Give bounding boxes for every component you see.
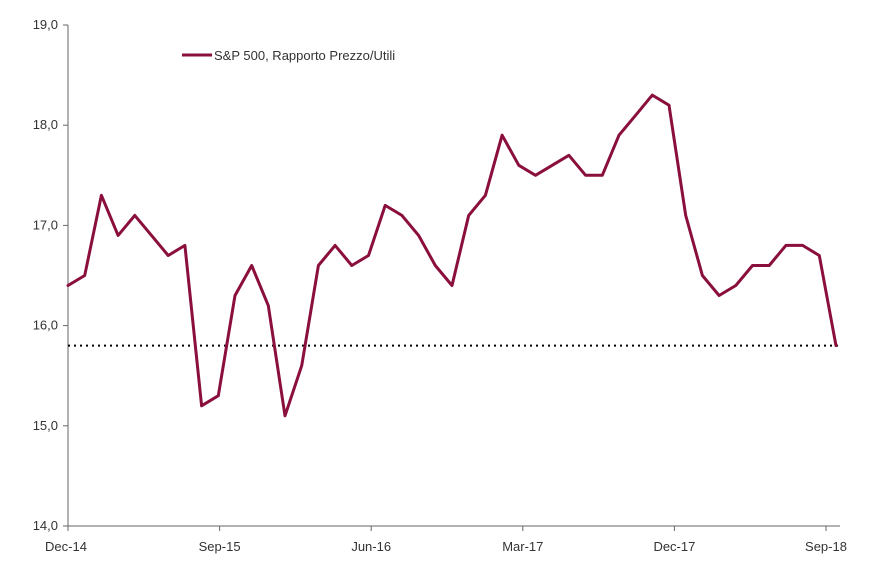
x-axis: Dec-14 Sep-15 Jun-16 Mar-17 Dec-17 Sep-18: [45, 525, 847, 554]
y-tick-label: 18,0: [33, 117, 58, 132]
legend: S&P 500, Rapporto Prezzo/Utili: [182, 48, 395, 63]
x-tick-label: Jun-16: [351, 539, 391, 554]
y-tick-label: 14,0: [33, 518, 58, 533]
y-tick-label: 16,0: [33, 318, 58, 333]
x-tick-label: Sep-18: [805, 539, 847, 554]
y-tick-label: 19,0: [33, 17, 58, 32]
legend-label: S&P 500, Rapporto Prezzo/Utili: [214, 48, 395, 63]
y-tick-label: 17,0: [33, 217, 58, 232]
y-tick-label: 15,0: [33, 418, 58, 433]
x-tick-label: Sep-15: [199, 539, 241, 554]
y-axis: 14,0 15,0 16,0 17,0 18,0 19,0: [33, 17, 69, 533]
x-tick-label: Dec-17: [653, 539, 695, 554]
x-tick-label: Dec-14: [45, 539, 87, 554]
series-line: [66, 93, 838, 418]
series-layer: [66, 93, 838, 418]
x-tick-label: Mar-17: [502, 539, 543, 554]
